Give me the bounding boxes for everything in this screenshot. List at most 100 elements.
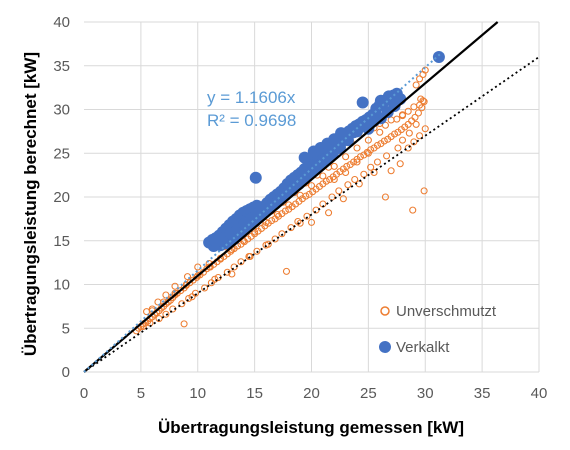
y-tick-label: 20: [53, 189, 70, 206]
point-unverschmutzt: [191, 289, 200, 297]
trendline-equation: y = 1.1606x: [207, 88, 296, 107]
legend-marker-verkalkt: [379, 341, 391, 353]
point-verkalkt: [249, 171, 262, 184]
point-unverschmutzt: [228, 270, 236, 278]
x-tick-label: 25: [360, 385, 377, 402]
x-tick-label: 35: [474, 385, 491, 402]
point-unverschmutzt: [339, 195, 347, 203]
point-unverschmutzt: [178, 300, 186, 308]
y-tick-label: 40: [53, 14, 70, 31]
trendline: [83, 51, 443, 373]
point-unverschmutzt: [367, 146, 375, 154]
y-tick-labels: 0 5 10 15 20 25 30 35 40: [53, 14, 70, 381]
x-tick-label: 5: [137, 385, 145, 402]
point-unverschmutzt: [373, 158, 382, 166]
y-tick-label: 30: [53, 102, 70, 119]
point-unverschmutzt: [322, 177, 330, 185]
point-unverschmutzt: [383, 152, 391, 160]
y-tick-label: 0: [62, 364, 70, 381]
point-unverschmutzt: [294, 217, 302, 226]
point-unverschmutzt: [353, 158, 361, 166]
point-unverschmutzt: [370, 168, 378, 177]
x-tick-label: 10: [189, 385, 206, 402]
point-unverschmutzt: [364, 149, 372, 157]
y-tick-label: 15: [53, 233, 70, 250]
legend: Unverschmutzt Verkalkt: [379, 303, 497, 356]
x-tick-label: 20: [303, 385, 320, 402]
point-verkalkt: [335, 127, 348, 140]
point-unverschmutzt: [373, 141, 382, 149]
point-unverschmutzt: [287, 224, 295, 232]
point-unverschmutzt: [271, 235, 279, 243]
y-tick-label: 35: [53, 58, 70, 75]
point-verkalkt: [356, 96, 369, 109]
reference-line-dotted: [83, 56, 540, 373]
point-unverschmutzt: [398, 112, 407, 120]
point-unverschmutzt: [330, 162, 338, 170]
point-unverschmutzt: [253, 247, 261, 255]
point-unverschmutzt: [344, 181, 352, 189]
point-unverschmutzt: [398, 136, 407, 144]
point-unverschmutzt: [201, 284, 209, 292]
legend-label-unverschmutzt: Unverschmutzt: [396, 303, 497, 320]
point-unverschmutzt: [416, 75, 424, 83]
point-unverschmutzt: [278, 230, 286, 238]
point-unverschmutzt: [409, 206, 417, 214]
x-tick-label: 40: [531, 385, 548, 402]
point-unverschmutzt: [155, 315, 163, 323]
point-unverschmutzt: [335, 187, 343, 195]
point-unverschmutzt: [307, 218, 316, 226]
point-unverschmutzt: [205, 263, 213, 271]
point-verkalkt: [298, 151, 311, 164]
point-unverschmutzt: [194, 272, 202, 280]
point-unverschmutzt: [421, 66, 429, 74]
point-unverschmutzt: [325, 209, 333, 217]
point-unverschmutzt: [342, 153, 350, 161]
point-unverschmutzt: [262, 241, 270, 249]
point-unverschmutzt: [410, 103, 418, 111]
x-tick-label: 30: [417, 385, 434, 402]
point-unverschmutzt: [330, 175, 338, 184]
point-unverschmutzt: [394, 144, 402, 152]
point-unverschmutzt: [342, 168, 350, 177]
point-unverschmutzt: [405, 129, 413, 137]
point-unverschmutzt: [404, 107, 412, 115]
point-unverschmutzt: [154, 298, 162, 306]
point-unverschmutzt: [411, 113, 419, 121]
point-unverschmutzt: [404, 144, 412, 152]
point-unverschmutzt: [223, 268, 231, 276]
point-unverschmutzt: [285, 201, 293, 209]
trendline-r-squared: R² = 0.9698: [207, 111, 296, 130]
point-unverschmutzt: [237, 258, 245, 266]
point-unverschmutzt: [307, 182, 316, 190]
point-unverschmutzt: [416, 132, 424, 140]
point-unverschmutzt: [381, 193, 389, 201]
legend-label-verkalkt: Verkalkt: [396, 339, 450, 356]
point-unverschmutzt: [162, 291, 170, 299]
y-tick-label: 25: [53, 145, 70, 162]
point-unverschmutzt: [171, 282, 179, 290]
point-unverschmutzt: [421, 125, 429, 133]
x-axis-title: Übertragungsleistung gemessen [kW]: [158, 418, 464, 437]
point-unverschmutzt: [356, 153, 364, 161]
point-unverschmutzt: [390, 130, 399, 138]
point-unverschmutzt: [281, 207, 289, 215]
point-unverschmutzt: [282, 267, 291, 275]
point-unverschmutzt: [410, 138, 418, 146]
point-unverschmutzt: [364, 136, 372, 144]
point-unverschmutzt: [420, 187, 428, 195]
point-unverschmutzt: [360, 170, 368, 178]
point-unverschmutzt: [139, 322, 147, 331]
point-unverschmutzt: [143, 308, 151, 316]
point-unverschmutzt: [183, 273, 192, 281]
point-verkalkt: [382, 90, 395, 103]
point-unverschmutzt: [396, 160, 404, 168]
point-unverschmutzt: [194, 263, 202, 271]
point-unverschmutzt: [353, 144, 361, 152]
reference-lines: [83, 21, 540, 373]
point-unverschmutzt: [380, 137, 388, 145]
point-unverschmutzt: [180, 320, 188, 328]
point-unverschmutzt: [351, 175, 359, 184]
reference-line-solid: [83, 21, 499, 373]
